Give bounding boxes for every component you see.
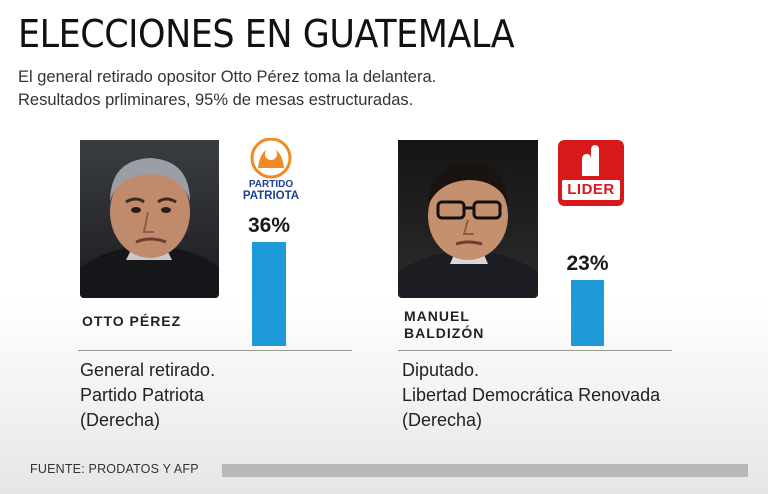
candidate-name-baldizon-line2: BALDIZÓN — [404, 325, 485, 341]
candidate-photo-baldizon — [398, 140, 538, 298]
bar-baldizon — [571, 280, 604, 346]
bar-perez — [252, 242, 286, 346]
description-perez-line3: (Derecha) — [80, 410, 161, 430]
divider-perez — [78, 350, 352, 351]
source-note: FUENTE: PRODATOS Y AFP — [30, 462, 199, 476]
partido-patriota-logo: PARTIDO PATRIOTA — [240, 138, 302, 208]
partido-patriota-logo-line2: PATRIOTA — [242, 190, 300, 202]
subtitle-line-1: El general retirado opositor Otto Pérez … — [18, 68, 437, 86]
description-perez-line2: Partido Patriota — [80, 385, 205, 405]
description-baldizon: Diputado. Libertad Democrática Renovada … — [402, 358, 660, 433]
divider-baldizon — [398, 350, 672, 351]
percent-label-perez: 36% — [247, 214, 291, 237]
candidate-name-baldizon-line1: MANUEL — [404, 308, 470, 324]
page-title: ELECCIONES EN GUATEMALA — [18, 12, 515, 56]
description-perez: General retirado. Partido Patriota (Dere… — [80, 358, 215, 433]
description-baldizon-line1: Diputado. — [402, 360, 480, 380]
percent-label-baldizon: 23% — [566, 252, 609, 275]
lider-logo: LIDER — [558, 140, 624, 206]
description-perez-line1: General retirado. — [80, 360, 216, 380]
candidate-photo-perez — [80, 140, 219, 298]
source-rule — [222, 464, 748, 477]
partido-patriota-logo-line1: PARTIDO — [248, 179, 294, 190]
lider-logo-text: LIDER — [567, 181, 615, 198]
description-baldizon-line2: Libertad Democrática Renovada — [402, 385, 661, 405]
subtitle-line-2: Resultados prliminares, 95% de mesas est… — [18, 91, 414, 109]
description-baldizon-line3: (Derecha) — [402, 410, 483, 430]
candidate-name-perez: OTTO PÉREZ — [82, 313, 182, 329]
